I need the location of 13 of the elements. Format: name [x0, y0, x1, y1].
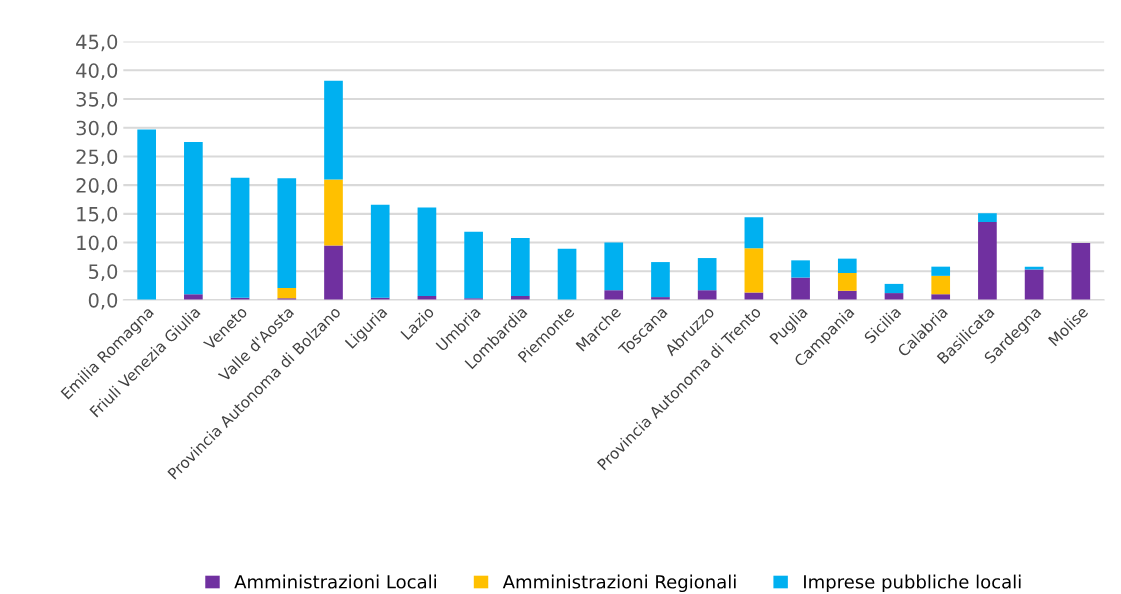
legend-label: Amministrazioni Regionali [502, 574, 736, 593]
y-tick-label: 5,0 [89, 264, 118, 281]
y-tick-label: 30,0 [76, 120, 118, 138]
y-tick-label: 15,0 [77, 206, 118, 224]
y-tick-label: 20,0 [76, 178, 118, 195]
y-tick-label: 10,0 [77, 235, 118, 253]
y-tick-label: 40,0 [76, 63, 118, 80]
y-tick-label: 45,0 [76, 34, 118, 52]
legend-label: Amministrazioni Locali [234, 574, 436, 589]
y-tick-label: 0,0 [88, 292, 118, 310]
legend-label: Imprese pubbliche locali [804, 574, 1021, 593]
y-tick-label: 25,0 [76, 149, 118, 167]
y-tick-label: 35,0 [76, 91, 118, 109]
